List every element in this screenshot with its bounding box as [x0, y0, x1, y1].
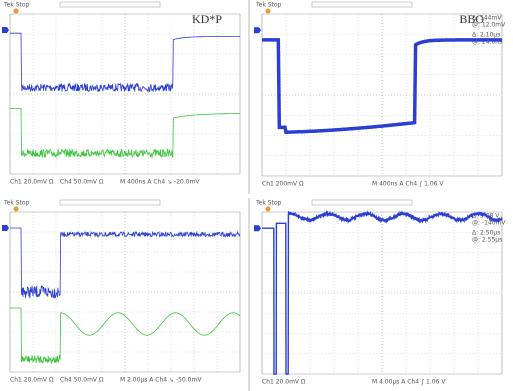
record-bar [60, 2, 160, 7]
record-bar [312, 2, 412, 7]
footer-text: M 400ns A Ch4 ↘ -20.0mV [120, 179, 200, 186]
readout: @: -140mV [472, 220, 506, 227]
footer-text: M 2.00μs A Ch4 ↘ -50.0mV [120, 377, 202, 384]
footer-text: Ch4 50.0mV Ω [60, 179, 104, 186]
header: Tek Stop [3, 200, 30, 207]
footer-text: M 400ns A Ch4 ∫ 1.06 V [372, 181, 444, 188]
channel-marker [254, 27, 261, 33]
readout: Δ: 2.10μs [472, 32, 500, 39]
trigger-marker [266, 9, 271, 14]
header: Tek Stop [255, 200, 282, 207]
header: Tek Stop [255, 2, 282, 9]
readout: @: 12.0mV [472, 22, 506, 29]
record-bar [312, 200, 412, 205]
channel-marker [254, 225, 261, 231]
oscilloscope-figure: Tek Stop KD*P Ch1 20.0mV Ω Ch4 50.0mV Ω M 40… [0, 0, 513, 391]
channel-marker [2, 27, 9, 33]
footer-text: Ch1 20.0mV Ω [10, 179, 54, 186]
trigger-marker [14, 9, 19, 14]
header: Tek Stop [3, 2, 30, 9]
footer-text: Ch1 20.0mV Ω [10, 377, 54, 384]
label: KD*P [192, 12, 222, 26]
readout: Δ: 544mV [472, 15, 502, 22]
readout: @: 2.55μs [472, 237, 502, 244]
footer-text: Ch4 50.0mV Ω [60, 377, 104, 384]
trigger-marker [14, 207, 19, 212]
footer-text: M 4.00μs A Ch4 ∫ 1.06 V [372, 379, 446, 386]
channel-marker [2, 225, 9, 231]
footer-text: Ch1 20.0mV Ω [262, 379, 306, 386]
trigger-marker [266, 207, 271, 212]
footer-text: Ch1 200mV Ω [262, 181, 304, 188]
record-bar [60, 200, 160, 205]
readout: Δ: 2.50μs [472, 230, 500, 237]
